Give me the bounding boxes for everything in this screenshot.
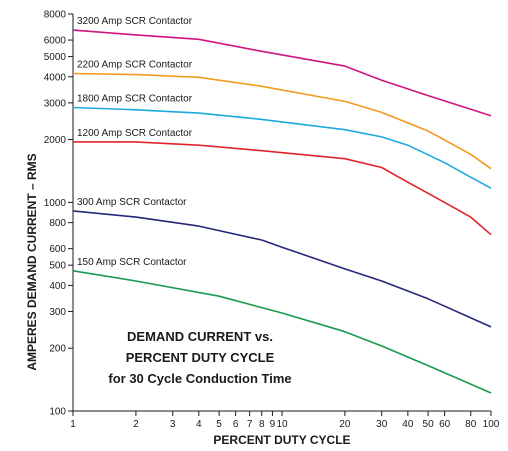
chart-title-line-1: DEMAND CURRENT vs. — [127, 329, 273, 344]
y-tick-label: 400 — [49, 281, 66, 292]
chart-title-line-3: for 30 Cycle Conduction Time — [108, 371, 291, 386]
series-line — [72, 270, 492, 394]
y-tick-label: 800 — [49, 218, 66, 229]
series-line — [72, 106, 492, 189]
y-tick-label: 4000 — [44, 72, 67, 83]
y-tick-label: 3000 — [44, 98, 67, 109]
series-label: 2200 Amp SCR Contactor — [77, 59, 193, 70]
x-tick-label: 4 — [196, 419, 202, 430]
y-tick-label: 300 — [49, 307, 66, 318]
series-line — [73, 141, 492, 236]
x-tick-label: 9 — [270, 419, 276, 430]
series-line — [72, 210, 492, 328]
series-label-layer: 3200 Amp SCR Contactor 2200 Amp SCR Conta… — [77, 16, 193, 268]
y-tick-label: 8000 — [44, 10, 67, 21]
series-label: 150 Amp SCR Contactor — [77, 257, 187, 268]
series-label: 1200 Amp SCR Contactor — [77, 128, 193, 139]
x-tick-label: 20 — [339, 419, 351, 430]
y-tick-label: 6000 — [44, 36, 67, 47]
y-tick-label: 2000 — [44, 135, 67, 146]
x-tick-label: 10 — [276, 419, 288, 430]
series-label: 300 Amp SCR Contactor — [77, 197, 187, 208]
series-label: 3200 Amp SCR Contactor — [77, 16, 193, 27]
x-tick-label: 7 — [247, 419, 253, 430]
x-tick-label: 3 — [170, 419, 176, 430]
x-tick-label: 6 — [233, 419, 239, 430]
x-tick-label: 80 — [465, 419, 477, 430]
x-tick-label: 40 — [402, 419, 414, 430]
y-axis-title: AMPERES DEMAND CURRENT – RMS — [25, 153, 39, 370]
x-tick-label: 30 — [376, 419, 388, 430]
y-tick-label: 5000 — [44, 52, 67, 63]
series-label: 1800 Amp SCR Contactor — [77, 94, 193, 105]
axes: 100 200 300 400 500 600 800 1000 2000 3000 4000 500… — [44, 10, 500, 431]
x-tick-label: 5 — [216, 419, 222, 430]
chart-title-line-2: PERCENT DUTY CYCLE — [126, 350, 275, 365]
x-tick-label: 1 — [70, 419, 76, 430]
y-tick-label: 200 — [49, 344, 66, 355]
y-tick-label: 100 — [49, 407, 66, 418]
x-tick-label: 100 — [483, 419, 500, 430]
y-tick-label: 600 — [49, 244, 66, 255]
x-tick-label: 2 — [133, 419, 139, 430]
y-tick-label: 1000 — [44, 198, 67, 209]
x-tick-label: 50 — [423, 419, 435, 430]
series-layer — [72, 29, 492, 394]
series-line — [72, 29, 492, 117]
x-tick-label: 60 — [439, 419, 451, 430]
x-tick-label: 8 — [259, 419, 265, 430]
y-tick-label: 500 — [49, 261, 66, 272]
x-axis-title: PERCENT DUTY CYCLE — [213, 433, 350, 447]
series-line — [72, 72, 492, 170]
